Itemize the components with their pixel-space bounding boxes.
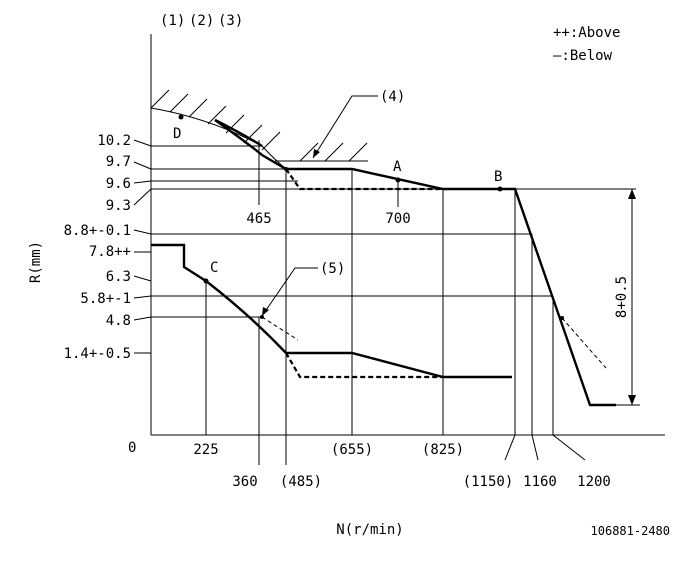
label-c: C — [210, 260, 218, 276]
y-tick-10-2: 10.2 — [97, 133, 131, 149]
leader-9-6 — [133, 180, 152, 184]
y-tick-4-8: 4.8 — [106, 313, 131, 329]
leader-4-8 — [133, 316, 152, 321]
hatch-marks — [150, 89, 368, 162]
x-tick-655: (655) — [331, 442, 373, 458]
point-b-marker — [497, 186, 503, 192]
x-tick-1150: (1150) — [463, 474, 514, 490]
callout-4-arrow — [313, 149, 320, 158]
y-tick-5-8: 5.8+-1 — [80, 291, 131, 307]
callout-4-leader — [312, 95, 378, 159]
callout-5-arrow — [262, 307, 269, 316]
leader-8-8 — [133, 229, 152, 235]
x-tick-485: (485) — [280, 474, 322, 490]
x-axis-title: N(r/min) — [336, 522, 403, 538]
boundary-curve — [150, 107, 287, 170]
point-d-marker — [178, 114, 184, 120]
origin-label: 0 — [128, 440, 136, 456]
leader-6-3 — [133, 275, 152, 282]
label-700: 700 — [385, 211, 410, 227]
leader-1200 — [552, 434, 586, 461]
callout-5-label: (5) — [320, 261, 345, 277]
y-tick-9-7: 9.7 — [106, 154, 131, 170]
x-tick-1200: 1200 — [577, 474, 611, 490]
x-tick-825: (825) — [422, 442, 464, 458]
y-tick-7-8: 7.8++ — [89, 244, 131, 260]
lower-curve-dashed — [285, 352, 443, 379]
label-d: D — [173, 126, 181, 142]
upper-curve-solid — [214, 119, 616, 407]
point-485-marker — [284, 167, 288, 171]
label-b: B — [494, 169, 502, 185]
point-1200-marker — [560, 316, 564, 320]
leader-1160 — [531, 434, 539, 461]
label-465: 465 — [246, 211, 271, 227]
legend-below: —:Below — [553, 48, 613, 64]
upper-curve-dashed — [285, 168, 443, 191]
figure-id: 106881-2480 — [591, 524, 670, 538]
x-tick-225: 225 — [193, 442, 218, 458]
leader-9-3 — [133, 188, 152, 206]
x-tick-360: 360 — [232, 474, 257, 490]
y-tick-9-3: 9.3 — [106, 198, 131, 214]
leader-9-7 — [133, 161, 152, 170]
y-tick-1-4: 1.4+-0.5 — [64, 346, 131, 362]
label-a: A — [393, 159, 402, 175]
lower-dashed-branch — [261, 316, 299, 341]
y-tick-9-6: 9.6 — [106, 176, 131, 192]
header-label-1: (1) — [160, 13, 185, 29]
callout-5-leader — [261, 267, 318, 317]
point-c-marker — [203, 278, 209, 284]
y-axis-title: R(mm) — [28, 241, 44, 283]
y-tick-8-8: 8.8+-0.1 — [64, 223, 131, 239]
point-a-marker — [395, 177, 401, 183]
leader-10-2 — [133, 139, 152, 147]
span-label: 8+0.5 — [614, 276, 630, 318]
span-arrow-top — [628, 189, 636, 199]
y-tick-6-3: 6.3 — [106, 269, 131, 285]
legend-above: ++:Above — [553, 25, 620, 41]
callout-4-label: (4) — [380, 89, 405, 105]
header-label-3: (3) — [218, 13, 243, 29]
header-label-2: (2) — [189, 13, 214, 29]
span-arrow-bottom — [628, 395, 636, 405]
point-360-marker — [260, 315, 264, 319]
x-tick-1160: 1160 — [523, 474, 557, 490]
leader-5-8 — [133, 295, 152, 299]
leader-1150 — [504, 434, 516, 461]
